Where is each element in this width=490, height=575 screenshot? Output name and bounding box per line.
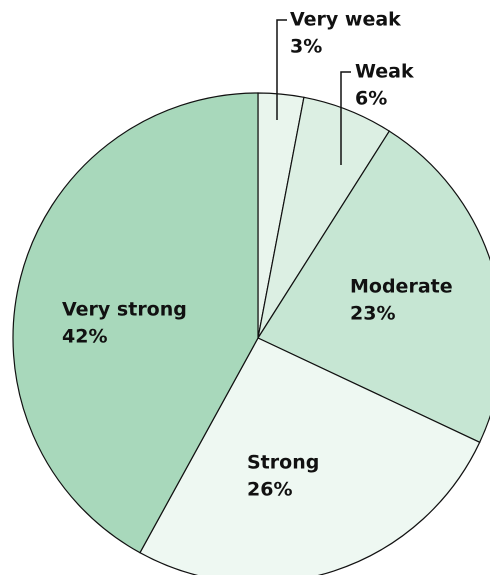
slice-label: Strong <box>247 452 319 474</box>
leader-line <box>340 71 351 165</box>
pie-slice <box>139 337 481 575</box>
slice-value-label: 3% <box>290 36 322 58</box>
leader-line <box>276 19 287 120</box>
slice-value-label: 6% <box>355 88 387 110</box>
slice-label: Very strong <box>62 299 187 321</box>
slice-label: Moderate <box>350 276 453 298</box>
pie-slice <box>257 130 490 444</box>
slice-value-label: 42% <box>62 326 107 348</box>
slice-label: Weak <box>355 61 414 83</box>
pie-slice <box>12 92 259 554</box>
slice-label: Very weak <box>290 9 401 31</box>
slice-value-label: 26% <box>247 479 292 501</box>
slice-value-label: 23% <box>350 303 395 325</box>
